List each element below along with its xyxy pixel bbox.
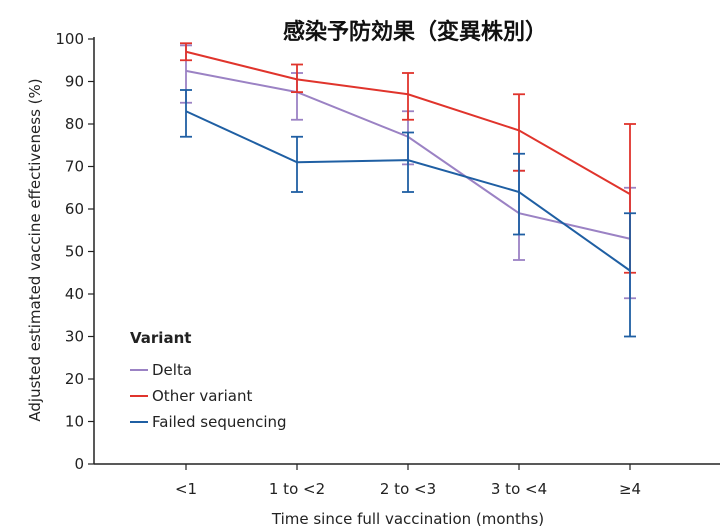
- x-tick-label: 3 to <4: [491, 480, 547, 498]
- y-tick-label: 0: [74, 455, 84, 473]
- y-tick-label: 50: [65, 243, 84, 261]
- x-tick-label: 1 to <2: [269, 480, 325, 498]
- legend: Variant Delta Other variant Failed sequenc…: [130, 329, 287, 431]
- y-tick-label: 80: [65, 115, 84, 133]
- series-failed-sequencing: [180, 89, 636, 338]
- axes: [93, 37, 720, 465]
- x-tick-label: 2 to <3: [380, 480, 436, 498]
- x-axis-ticks: <1 1 to <2 2 to <3 3 to <4 ≥4: [175, 464, 641, 498]
- y-tick-label: 70: [65, 158, 84, 176]
- y-tick-label: 60: [65, 200, 84, 218]
- legend-label: Failed sequencing: [152, 413, 287, 431]
- y-tick-label: 30: [65, 328, 84, 346]
- legend-label: Other variant: [152, 387, 252, 405]
- y-tick-label: 100: [55, 30, 84, 48]
- y-axis-ticks: 0 10 20 30 40 50 60 70 80 90 100: [55, 30, 94, 473]
- y-tick-label: 20: [65, 370, 84, 388]
- legend-items: Delta Other variant Failed sequencing: [130, 361, 287, 431]
- series-line: [185, 110, 631, 272]
- series-line: [185, 50, 631, 195]
- legend-title: Variant: [130, 329, 191, 347]
- legend-label: Delta: [152, 361, 192, 379]
- x-axis-label: Time since full vaccination (months): [271, 510, 544, 528]
- y-tick-label: 40: [65, 285, 84, 303]
- x-tick-label: ≥4: [619, 480, 641, 498]
- x-tick-label: <1: [175, 480, 197, 498]
- y-tick-label: 90: [65, 73, 84, 91]
- series-layer: [180, 42, 636, 338]
- chart-title: 感染予防効果（変異株別）: [282, 20, 547, 45]
- y-tick-label: 10: [65, 413, 84, 431]
- y-axis-label: Adjusted estimated vaccine effectiveness…: [26, 78, 44, 421]
